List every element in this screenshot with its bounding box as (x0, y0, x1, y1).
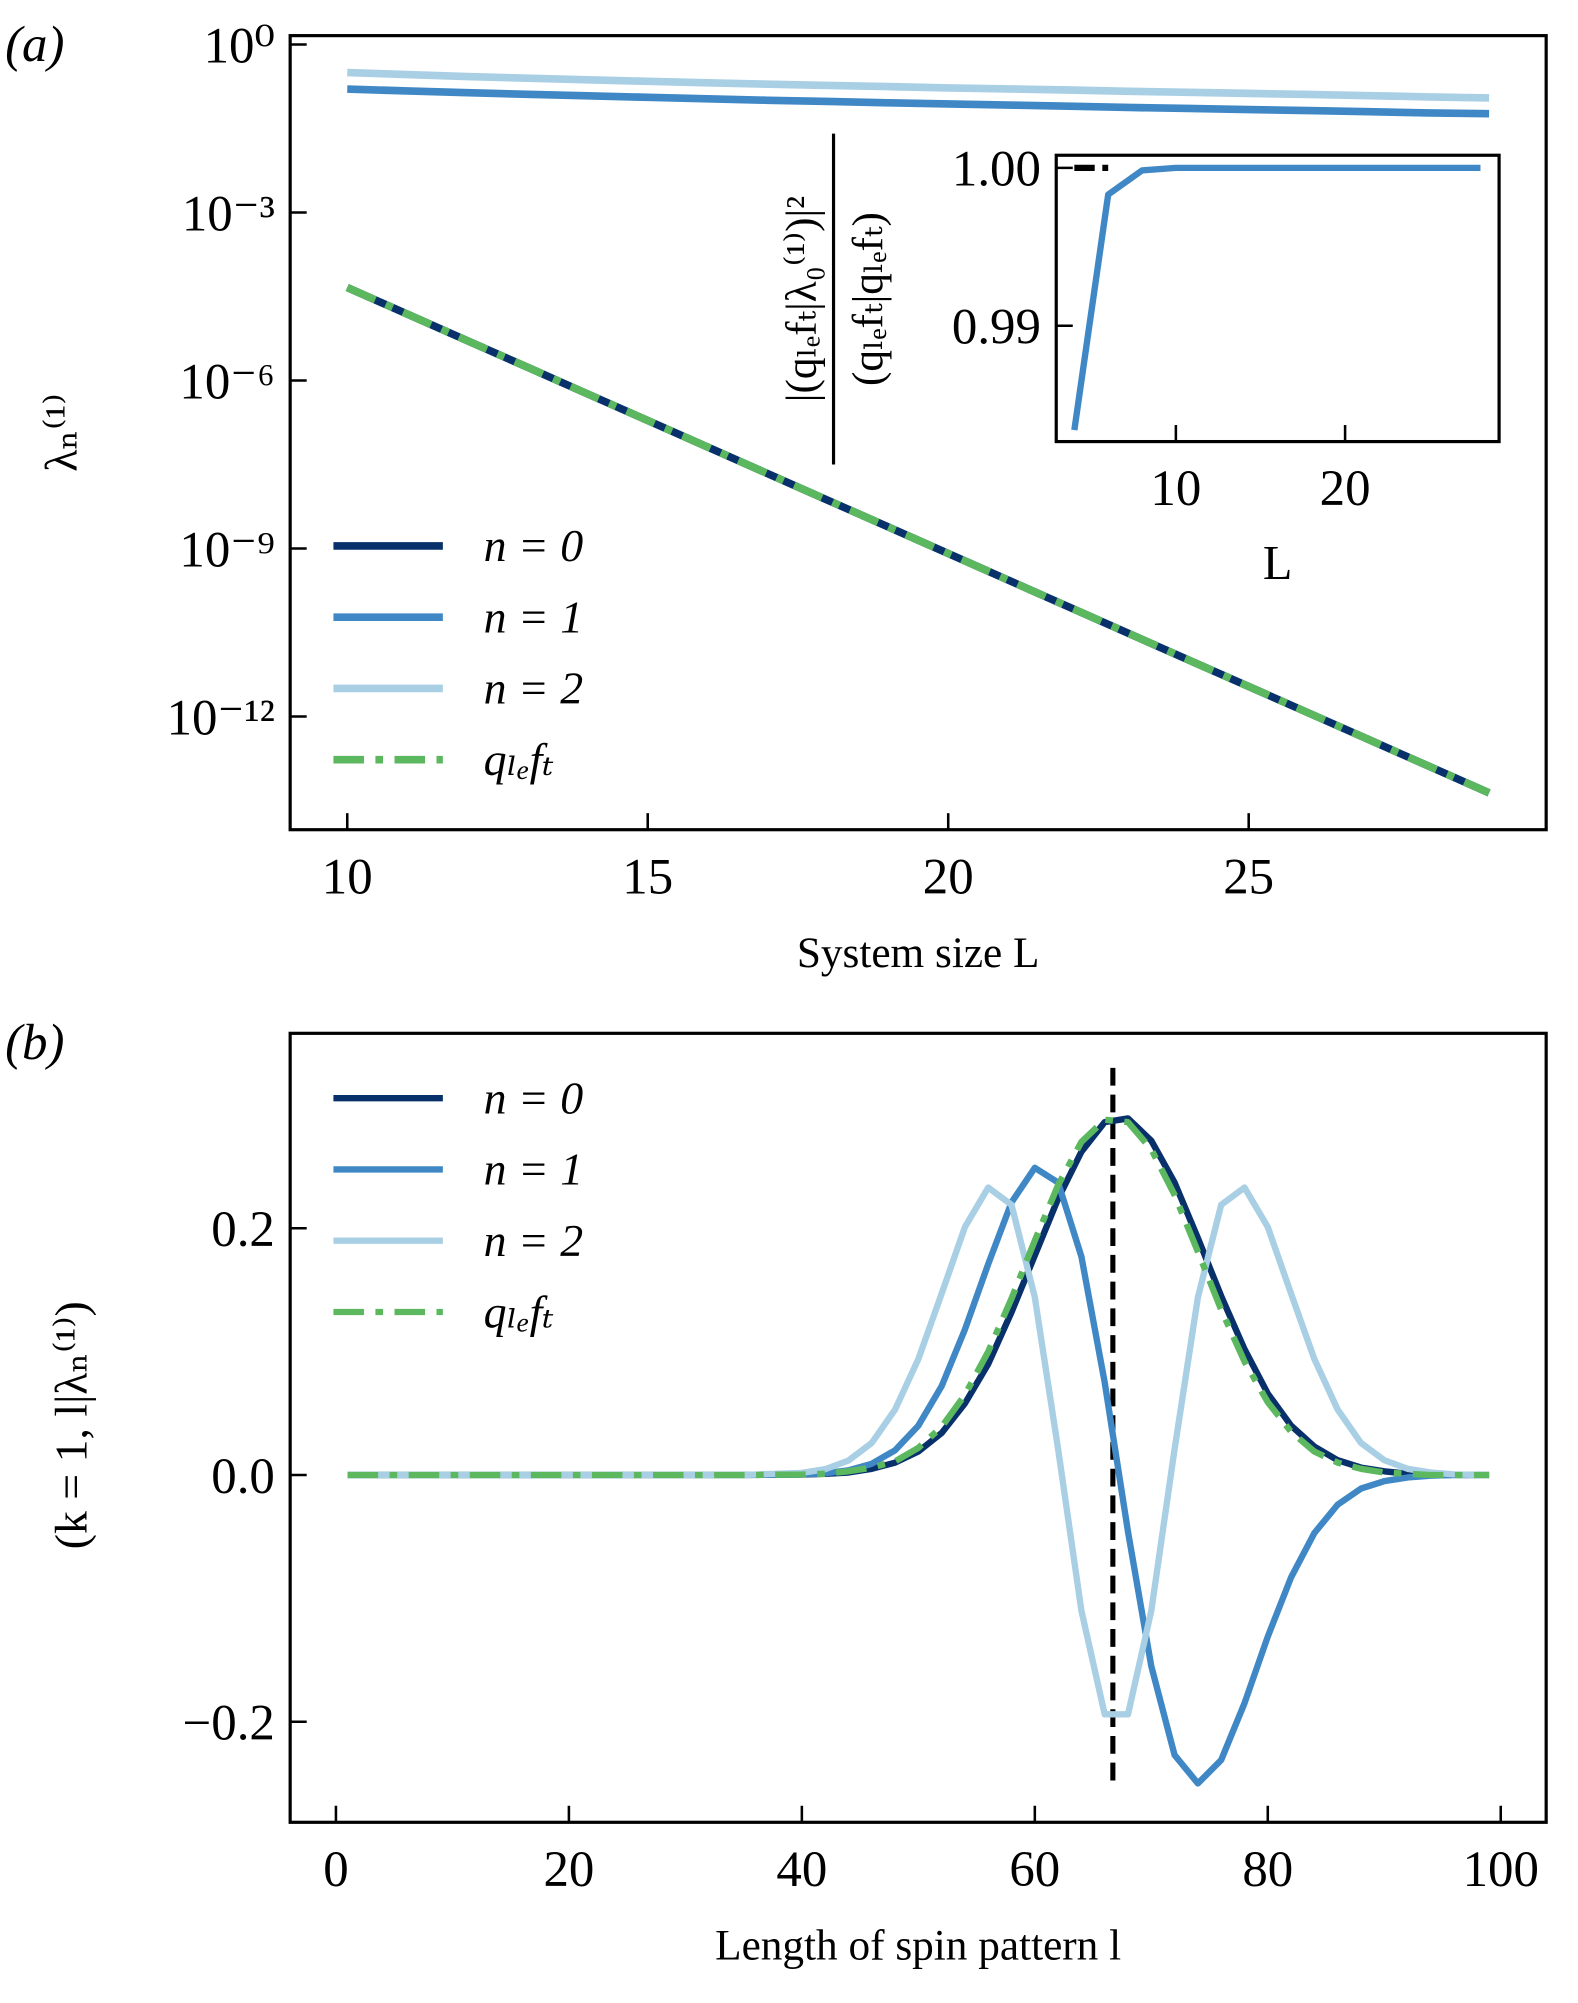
inset-background (1056, 155, 1500, 442)
y-tick-label: 10⁻⁶ (179, 354, 275, 410)
x-tick-label: 100 (1463, 1842, 1539, 1898)
x-tick-label: 25 (1223, 849, 1274, 905)
legend-label: n = 2 (484, 663, 584, 714)
series-line (347, 85, 1490, 118)
series-line (347, 1184, 1490, 1718)
series-line (345, 284, 1491, 797)
y-tick-label: 0.2 (211, 1202, 275, 1258)
x-tick-label: 20 (543, 1842, 594, 1898)
legend-label: n = 1 (484, 1144, 584, 1195)
x-axis-label: Length of spin pattern l (715, 1922, 1121, 1970)
y-tick-label: −0.2 (183, 1696, 275, 1752)
y-tick-label: 10⁻⁹ (179, 522, 275, 578)
x-tick-label: 15 (622, 849, 673, 905)
y-axis-label-numerator: |(qₗₑfₜ|λ₀⁽¹⁾)|² (778, 196, 826, 402)
legend-label: qₗₑfₜ (484, 1286, 554, 1337)
x-tick-label: 0 (323, 1842, 348, 1898)
x-axis-label: System size L (797, 929, 1040, 977)
legend-label: n = 2 (484, 1215, 584, 1266)
legend-label: n = 0 (484, 520, 584, 571)
y-tick-label: 10⁻³ (182, 186, 275, 242)
x-tick-label: 20 (923, 849, 974, 905)
y-axis-label: λₙ⁽¹⁾ (35, 394, 86, 472)
y-tick-label: 10⁻¹² (167, 690, 275, 746)
panel-label: (a) (5, 17, 64, 73)
x-tick-label: 10 (1150, 461, 1201, 517)
y-axis-label-denominator: (qₗₑfₜ|qₗₑfₜ) (844, 212, 892, 386)
y-tick-label: 1.00 (952, 142, 1041, 198)
axes-frame (1054, 153, 1501, 444)
x-tick-label: 10 (322, 849, 373, 905)
y-tick-label: 0.99 (952, 300, 1041, 356)
y-axis-label: (k = 1, l|λₙ⁽¹⁾) (46, 1301, 97, 1549)
series-line (347, 1116, 1490, 1479)
series-line (1071, 164, 1481, 431)
x-tick-label: 60 (1009, 1842, 1060, 1898)
series-line (347, 68, 1490, 102)
x-axis-label: L (1263, 537, 1293, 590)
y-tick-label: 0.0 (211, 1449, 275, 1505)
x-tick-label: 40 (776, 1842, 827, 1898)
axes-frame (288, 1031, 1548, 1824)
legend-label: n = 1 (484, 591, 584, 642)
panel-label: (b) (5, 1015, 64, 1071)
legend-label: n = 0 (484, 1072, 584, 1123)
x-tick-label: 20 (1320, 461, 1371, 517)
x-tick-label: 80 (1242, 1842, 1293, 1898)
legend-label: qₗₑfₜ (484, 734, 554, 785)
y-tick-label: 10⁰ (204, 18, 275, 74)
axes-frame (288, 34, 1548, 832)
